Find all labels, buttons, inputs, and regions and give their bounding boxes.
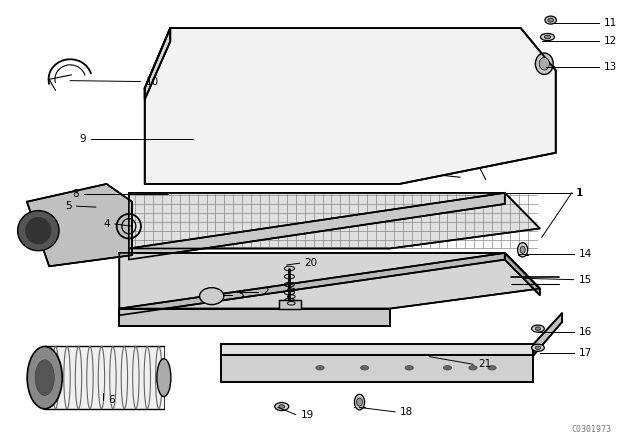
Text: 9: 9	[79, 134, 86, 143]
Ellipse shape	[157, 359, 171, 396]
Ellipse shape	[355, 394, 365, 410]
Polygon shape	[43, 346, 164, 409]
Polygon shape	[221, 355, 534, 382]
Text: 16: 16	[579, 327, 592, 337]
Polygon shape	[278, 300, 301, 309]
Ellipse shape	[536, 53, 553, 74]
Text: 18: 18	[400, 407, 413, 417]
Ellipse shape	[27, 346, 62, 409]
Polygon shape	[221, 344, 534, 355]
Text: 20: 20	[305, 258, 318, 268]
Ellipse shape	[520, 246, 525, 254]
Text: 6: 6	[108, 395, 115, 405]
Ellipse shape	[544, 35, 550, 39]
Polygon shape	[27, 184, 132, 266]
Text: 19: 19	[301, 409, 314, 420]
Ellipse shape	[26, 217, 51, 244]
Ellipse shape	[532, 325, 544, 332]
Text: 4: 4	[103, 219, 109, 229]
Polygon shape	[145, 28, 556, 184]
Polygon shape	[534, 313, 562, 355]
Text: 14: 14	[579, 249, 592, 259]
Polygon shape	[119, 253, 505, 315]
Text: 5: 5	[65, 201, 72, 211]
Text: 17: 17	[579, 348, 592, 358]
Ellipse shape	[356, 398, 362, 406]
Ellipse shape	[405, 366, 413, 370]
Ellipse shape	[532, 344, 544, 351]
Text: 15: 15	[579, 275, 592, 284]
Polygon shape	[119, 253, 540, 309]
Ellipse shape	[35, 360, 54, 396]
Text: 13: 13	[604, 62, 618, 72]
Ellipse shape	[316, 366, 324, 370]
Ellipse shape	[488, 366, 496, 370]
Text: 2: 2	[262, 287, 269, 297]
Text: 21: 21	[478, 359, 492, 369]
Polygon shape	[129, 193, 505, 260]
Ellipse shape	[540, 57, 549, 70]
Ellipse shape	[545, 16, 556, 24]
Text: C0301973: C0301973	[572, 425, 612, 434]
Ellipse shape	[275, 403, 289, 410]
Ellipse shape	[279, 405, 285, 408]
Text: 8: 8	[72, 189, 79, 199]
Text: 10: 10	[145, 77, 159, 86]
Ellipse shape	[536, 346, 540, 349]
Polygon shape	[119, 309, 390, 327]
Ellipse shape	[360, 366, 369, 370]
Ellipse shape	[536, 327, 540, 331]
Text: 3: 3	[237, 290, 244, 300]
Polygon shape	[145, 28, 170, 99]
Ellipse shape	[540, 34, 554, 41]
Text: 12: 12	[604, 36, 618, 47]
Ellipse shape	[548, 18, 554, 22]
Ellipse shape	[468, 366, 477, 370]
Text: 1: 1	[577, 188, 584, 198]
Text: 1: 1	[576, 188, 583, 198]
Polygon shape	[505, 253, 540, 295]
Ellipse shape	[518, 243, 528, 257]
Ellipse shape	[200, 288, 224, 305]
Text: 11: 11	[604, 18, 618, 28]
Polygon shape	[129, 193, 540, 249]
Ellipse shape	[444, 366, 452, 370]
Ellipse shape	[18, 211, 59, 251]
